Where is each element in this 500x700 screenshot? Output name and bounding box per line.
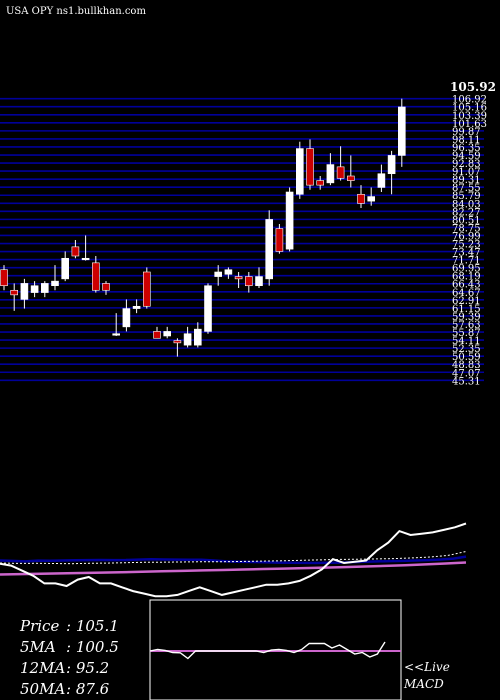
- candle-down: [306, 148, 314, 186]
- price-level-label: 69.95: [452, 264, 481, 275]
- candle-down: [92, 262, 100, 291]
- stat-label: 5MA: [20, 638, 56, 656]
- macd-label: MACD: [403, 677, 444, 691]
- candle-up: [40, 283, 49, 293]
- candle-up: [194, 328, 202, 346]
- price-level-label: 91.07: [452, 167, 481, 178]
- price-level-label: 73.47: [452, 248, 481, 259]
- price-level-label: 87.55: [452, 183, 481, 194]
- price-level-label: 48.83: [452, 360, 481, 371]
- stat-label: 50MA: [20, 680, 65, 698]
- candle-down: [173, 340, 182, 344]
- candle-up: [255, 276, 263, 287]
- price-level-label: 59.39: [452, 312, 481, 323]
- candle-up: [265, 219, 274, 280]
- price-level-label: 82.27: [452, 207, 481, 218]
- price-level-label: 61.15: [452, 304, 481, 315]
- price-level-label: 99.87: [452, 127, 481, 138]
- candle-up: [132, 305, 141, 309]
- price-level-label: 57.63: [452, 320, 481, 331]
- candle-down: [346, 175, 355, 181]
- candle-up: [183, 333, 192, 346]
- candle-up: [61, 257, 70, 280]
- price-level-label: 103.39: [452, 111, 487, 122]
- price-level-label: 84.03: [452, 199, 481, 210]
- candle-down: [336, 166, 345, 179]
- price-level-label: 62.91: [452, 296, 481, 307]
- stat-value: : 87.6: [66, 680, 110, 698]
- candle-down: [102, 283, 110, 291]
- candle-up: [397, 106, 406, 156]
- ma-line-3: [0, 522, 467, 598]
- candle-down: [10, 289, 18, 296]
- price-level-label: 50.59: [452, 352, 481, 363]
- candle-up: [367, 196, 376, 202]
- price-level-label: 98.11: [452, 135, 481, 146]
- price-level-label: 89.31: [452, 175, 481, 186]
- candle-up: [214, 271, 222, 277]
- candle-up: [326, 164, 335, 184]
- stat-label: 12MA: [20, 659, 65, 677]
- stat-value: : 105.1: [66, 617, 119, 635]
- candle-down: [275, 228, 284, 252]
- chart-title: USA OPY ns1.bullkhan.com: [6, 6, 146, 17]
- price-level-label: 64.67: [452, 288, 481, 299]
- candle-down: [143, 271, 151, 307]
- macd-line: [149, 641, 386, 660]
- ma-line-1: [0, 551, 467, 565]
- price-level-label: 45.31: [452, 376, 481, 387]
- price-level-label: 78.75: [452, 223, 481, 234]
- candle-down: [0, 269, 8, 287]
- price-level-label: 94.59: [452, 151, 481, 162]
- price-level-label: 52.35: [452, 344, 481, 355]
- macd-panel: <<Live MACD: [149, 599, 450, 700]
- price-level-label: 54.11: [452, 336, 481, 347]
- price-level-label: 96.35: [452, 143, 481, 154]
- candlesticks: [0, 98, 406, 357]
- price-level-label: 75.23: [452, 240, 481, 251]
- price-level-label: 85.79: [452, 191, 481, 202]
- stat-label: Price: [19, 617, 59, 635]
- candle-down: [234, 276, 243, 280]
- candle-up: [112, 333, 120, 336]
- price-grid: [0, 97, 484, 382]
- candle-up: [387, 155, 396, 175]
- candle-up: [295, 148, 304, 195]
- price-level-label: 92.83: [452, 159, 481, 170]
- candle-up: [30, 285, 39, 293]
- moving-average-lines: [0, 522, 467, 598]
- price-level-label: 55.87: [452, 328, 481, 339]
- price-level-label: 66.43: [452, 280, 481, 291]
- candle-down: [357, 193, 365, 204]
- price-level-label: 80.51: [452, 215, 481, 226]
- candle-down: [153, 331, 161, 339]
- candle-up: [122, 308, 131, 328]
- candle-down: [71, 246, 80, 257]
- price-labels: 106.92105.16103.39101.6399.8798.1196.359…: [450, 80, 496, 387]
- candle-up: [204, 285, 212, 332]
- price-level-label: 101.63: [452, 119, 487, 130]
- candle-up: [377, 173, 386, 188]
- stat-value: : 100.5: [66, 638, 119, 656]
- candle-down: [316, 180, 325, 186]
- ma-line-2: [0, 561, 467, 576]
- price-level-label: 47.07: [452, 368, 481, 379]
- stat-value: : 95.2: [66, 659, 109, 677]
- price-level-label: 76.99: [452, 231, 481, 242]
- candle-down: [245, 276, 253, 287]
- macd-label: <<Live: [404, 660, 450, 674]
- current-price-label: 105.92: [450, 80, 496, 94]
- price-level-label: 68.19: [452, 272, 481, 283]
- candle-up: [51, 280, 59, 287]
- price-level-label: 71.71: [452, 256, 481, 267]
- candle-up: [163, 331, 171, 337]
- price-level-label: 105.16: [452, 103, 487, 114]
- candle-up: [81, 257, 90, 261]
- candle-up: [20, 283, 29, 300]
- price-level-label: 106.92: [452, 95, 487, 106]
- candle-up: [285, 191, 294, 250]
- candle-up: [224, 269, 233, 275]
